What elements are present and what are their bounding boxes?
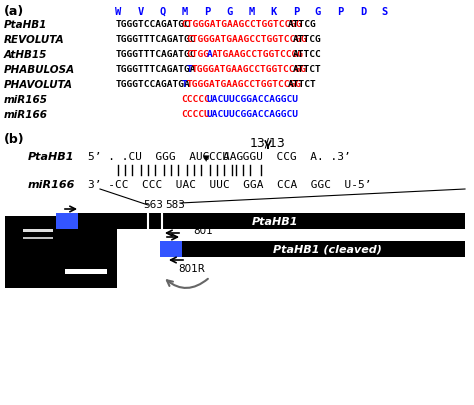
Text: S: S <box>382 7 388 17</box>
Text: TGGGATGAAGCCTGGTCCGG: TGGGATGAAGCCTGGTCCGG <box>192 65 307 74</box>
Text: ATTCG: ATTCG <box>288 20 317 29</box>
Text: TGGGTTTCAGATGC: TGGGTTTCAGATGC <box>116 35 197 44</box>
Text: CTGGGATGAAGCCTGGTCCGG: CTGGGATGAAGCCTGGTCCGG <box>182 20 302 29</box>
Text: 5’ . .CU  GGG  AUG  AAG: 5’ . .CU GGG AUG AAG <box>88 151 243 162</box>
Text: PtaHB1 (cleaved): PtaHB1 (cleaved) <box>273 244 382 254</box>
Text: ATTCG: ATTCG <box>293 35 321 44</box>
Text: G: G <box>315 7 321 17</box>
Bar <box>160 241 465 257</box>
Text: TGGGTCCAGATGC: TGGGTCCAGATGC <box>116 20 191 29</box>
Text: UACUUCGGACCAGGCU: UACUUCGGACCAGGCU <box>207 110 299 119</box>
Text: TGGGATGAAGCCTGGTCCGG: TGGGATGAAGCCTGGTCCGG <box>187 80 301 89</box>
Text: P: P <box>293 7 299 17</box>
Bar <box>56 213 78 230</box>
Text: miR166: miR166 <box>28 179 75 190</box>
Text: PHAVOLUTA: PHAVOLUTA <box>4 80 73 90</box>
FancyArrowPatch shape <box>167 279 208 288</box>
Text: 801: 801 <box>193 226 213 235</box>
Bar <box>56 213 465 230</box>
Text: TGGGTTTCAGATGC: TGGGTTTCAGATGC <box>116 50 197 59</box>
Text: CTGGGATGAAGCCTGGTCCGG: CTGGGATGAAGCCTGGTCCGG <box>187 35 308 44</box>
Text: TGGGTTTCAGATGA: TGGGTTTCAGATGA <box>116 65 197 74</box>
Text: M: M <box>249 7 255 17</box>
Text: AtHB15: AtHB15 <box>4 50 47 60</box>
Text: W: W <box>115 7 121 17</box>
Bar <box>160 241 182 257</box>
Text: P: P <box>204 7 210 17</box>
Text: ATTCC: ATTCC <box>293 50 321 59</box>
Text: T: T <box>187 65 192 74</box>
Text: K: K <box>271 7 277 17</box>
Text: ▾: ▾ <box>203 151 209 164</box>
Text: ATTCT: ATTCT <box>293 65 321 74</box>
Text: ATTCT: ATTCT <box>288 80 317 89</box>
Bar <box>23 229 53 232</box>
Text: CCU  GGU  CCG  A. .3’: CCU GGU CCG A. .3’ <box>209 151 351 162</box>
Text: M: M <box>182 7 188 17</box>
Text: P: P <box>337 7 343 17</box>
Text: 3’ -CC  CCC  UAC  UUC  GGA  CCA  GGC  U-5’: 3’ -CC CCC UAC UUC GGA CCA GGC U-5’ <box>88 179 372 190</box>
Text: D: D <box>360 7 366 17</box>
Text: PtaHB1: PtaHB1 <box>28 151 74 162</box>
Text: CCCCU: CCCCU <box>182 110 210 119</box>
Text: A: A <box>207 50 213 59</box>
Text: 500: 500 <box>7 254 26 264</box>
Text: PtaHB1: PtaHB1 <box>252 216 299 226</box>
Bar <box>5 216 117 288</box>
Text: 1000: 1000 <box>7 230 31 241</box>
Bar <box>65 269 107 274</box>
Text: miR166: miR166 <box>4 110 48 120</box>
Text: CTGG: CTGG <box>187 50 210 59</box>
Text: CCCCC: CCCCC <box>182 95 210 104</box>
Text: 13/13: 13/13 <box>250 136 286 149</box>
Text: 250: 250 <box>7 270 26 280</box>
Text: 563: 563 <box>143 200 163 209</box>
Text: UACUUCGGACCAGGCU: UACUUCGGACCAGGCU <box>207 95 299 104</box>
Text: G: G <box>227 7 233 17</box>
Text: TGGGTCCAGATGA: TGGGTCCAGATGA <box>116 80 191 89</box>
Text: REVOLUTA: REVOLUTA <box>4 35 64 45</box>
Text: ATGAAGCCTGGTCCGG: ATGAAGCCTGGTCCGG <box>212 50 304 59</box>
Text: bp: bp <box>7 218 19 228</box>
Text: (a): (a) <box>4 5 24 18</box>
Text: miR165: miR165 <box>4 95 48 105</box>
Text: (b): (b) <box>4 133 25 146</box>
Text: T: T <box>182 80 187 89</box>
Text: Q: Q <box>160 7 166 17</box>
Text: PHABULOSA: PHABULOSA <box>4 65 75 75</box>
Bar <box>23 237 53 239</box>
Text: 801R: 801R <box>178 263 205 273</box>
Text: 583: 583 <box>165 200 185 209</box>
Text: V: V <box>138 7 144 17</box>
Text: PtaHB1: PtaHB1 <box>4 20 47 30</box>
